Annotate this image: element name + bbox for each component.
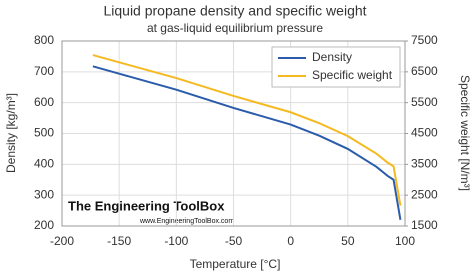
y-tick-label: 600 (34, 95, 54, 109)
y-tick-label: 700 (34, 64, 54, 78)
y2-tick-label: 7500 (411, 33, 438, 47)
y2-tick-label: 6500 (411, 64, 438, 78)
plot-frame (61, 40, 406, 227)
series-line (92, 65, 402, 221)
y-tick-label: 500 (34, 126, 54, 140)
y2-tick-label: 5500 (411, 95, 438, 109)
x-tick-label: -150 (107, 234, 131, 248)
y-tick-label: 200 (34, 218, 54, 232)
x-tick-label: -100 (164, 234, 188, 248)
x-axis-label: Temperature [°C] (190, 257, 281, 271)
y-axis-label: Density [kg/m³] (4, 93, 18, 173)
y-tick-label: 800 (34, 33, 54, 47)
y2-tick-label: 2500 (411, 187, 438, 201)
y-tick-label: 400 (34, 157, 54, 171)
x-tick-label: 0 (287, 234, 294, 248)
legend-label: Density (312, 50, 352, 64)
x-tick-label: 50 (341, 234, 355, 248)
series-line (92, 54, 402, 206)
watermark: The Engineering ToolBox (68, 198, 225, 213)
y2-axis-label: Specific weight [N/m³] (458, 75, 472, 191)
x-tick-label: 100 (395, 234, 415, 248)
y-tick-label: 300 (34, 187, 54, 201)
watermark-url: www.EngineeringToolBox.com (139, 218, 234, 225)
y2-tick-label: 3500 (411, 157, 438, 171)
chart-title: Liquid propane density and specific weig… (103, 3, 366, 19)
chart-subtitle: at gas-liquid equilibrium pressure (147, 21, 323, 35)
legend-box (271, 46, 401, 88)
y2-tick-label: 4500 (411, 126, 438, 140)
y2-tick-label: 1500 (411, 218, 438, 232)
legend-label: Specific weight (312, 68, 393, 82)
x-tick-label: -200 (50, 234, 74, 248)
x-tick-label: -50 (225, 234, 243, 248)
